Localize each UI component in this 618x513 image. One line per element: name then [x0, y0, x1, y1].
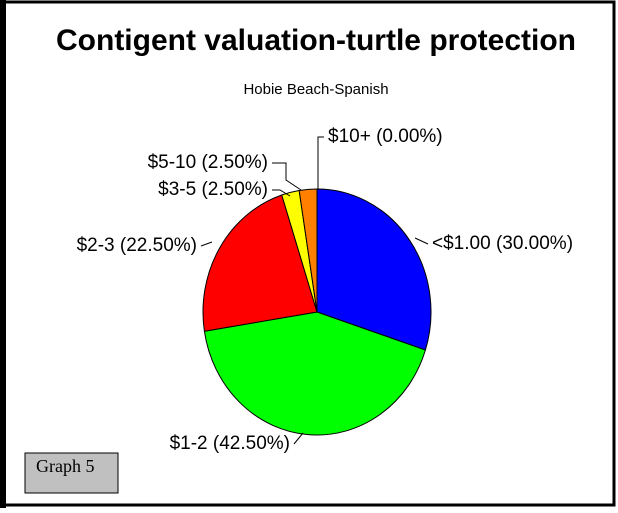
leader-line [317, 136, 324, 190]
chart-title: Contigent valuation-turtle protection [56, 24, 576, 57]
pie-slice [203, 311, 427, 436]
leader-line [272, 189, 291, 197]
left-border [0, 0, 6, 508]
slice-category: $3-5 [158, 179, 196, 200]
slice-category: <$1.00 [432, 233, 491, 254]
annotation: Graph 5 [36, 456, 94, 476]
slice-category: $1-2 [170, 433, 208, 454]
slice-label: <$1.00 (30.00%) [432, 233, 573, 254]
slice-category: $5-10 [148, 152, 197, 173]
slice-label: $3-5 (2.50%) [158, 179, 268, 200]
annotation-box [24, 452, 119, 494]
slice-value-label: (42.50%) [213, 433, 290, 454]
slice-category: $2-3 [77, 235, 115, 256]
slice-value-label: (0.00%) [376, 126, 443, 147]
slice-category: $10+ [328, 126, 371, 147]
leader-line [414, 237, 429, 245]
slice-label: $10+ (0.00%) [328, 126, 443, 147]
pie-slice [316, 188, 432, 351]
slice-value-label: (2.50%) [201, 179, 268, 200]
leader-line [200, 241, 213, 247]
leader-line [293, 432, 304, 445]
slice-value-label: (30.00%) [496, 233, 573, 254]
slice-value-label: (2.50%) [201, 152, 268, 173]
slice-label: $2-3 (22.50%) [77, 235, 197, 256]
pie-slice [202, 194, 318, 332]
slice-value-label: (22.50%) [120, 235, 197, 256]
leader-line [272, 162, 302, 191]
slice-label: $1-2 (42.50%) [170, 433, 290, 454]
slice-label: $5-10 (2.50%) [148, 152, 268, 173]
chart-subtitle: Hobie Beach-Spanish [243, 81, 388, 98]
